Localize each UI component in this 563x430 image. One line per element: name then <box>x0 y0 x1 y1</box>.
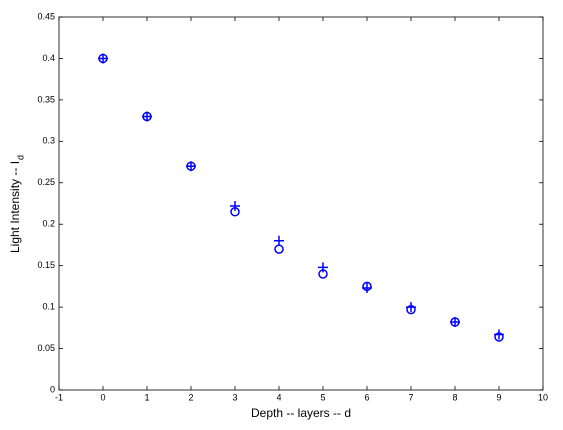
y-tick-label: 0.2 <box>42 219 55 229</box>
circle-marker <box>494 332 504 342</box>
circle-marker <box>230 207 240 217</box>
y-tick-label: 0.05 <box>37 343 55 353</box>
circle-marker <box>362 281 372 292</box>
y-tick-label: 0.35 <box>37 94 55 104</box>
x-tick-label: 6 <box>364 392 369 402</box>
x-tick-label: 10 <box>538 392 548 402</box>
x-tick-label: 1 <box>144 392 149 402</box>
plus-marker <box>274 235 284 246</box>
plot-frame <box>58 16 544 391</box>
y-tick-label: 0.4 <box>42 53 55 63</box>
y-axis-label-subscript: d <box>15 155 25 160</box>
y-axis-label-group: Light Intensity -- I d <box>8 155 25 253</box>
x-tick-label: 8 <box>452 392 457 402</box>
circle-marker <box>450 317 460 327</box>
circle-marker <box>274 244 284 254</box>
x-axis-label: Depth -- layers -- d <box>251 406 351 420</box>
x-tick-label: -1 <box>55 392 63 402</box>
y-tick-label: 0 <box>50 384 55 394</box>
circle-marker <box>406 304 416 315</box>
y-tick-label: 0.1 <box>42 301 55 311</box>
circle-marker <box>98 53 108 64</box>
x-tick-label: 2 <box>188 392 193 402</box>
y-tick-label: 0.45 <box>37 11 55 21</box>
circle-marker <box>186 161 196 171</box>
x-tick-label: 5 <box>320 392 325 402</box>
y-axis-label: Light Intensity -- I <box>8 161 22 253</box>
x-tick-label: 9 <box>496 392 501 402</box>
x-tick-label: 0 <box>100 392 105 402</box>
y-tick-label: 0.3 <box>42 136 55 146</box>
circle-marker <box>142 111 152 122</box>
x-tick-label: 7 <box>408 392 413 402</box>
x-tick-label: 3 <box>232 392 237 402</box>
y-tick-label: 0.25 <box>37 177 55 187</box>
x-tick-label: 4 <box>276 392 281 402</box>
circle-marker <box>318 269 328 279</box>
plus-marker <box>230 200 240 211</box>
y-tick-label: 0.15 <box>37 260 55 270</box>
